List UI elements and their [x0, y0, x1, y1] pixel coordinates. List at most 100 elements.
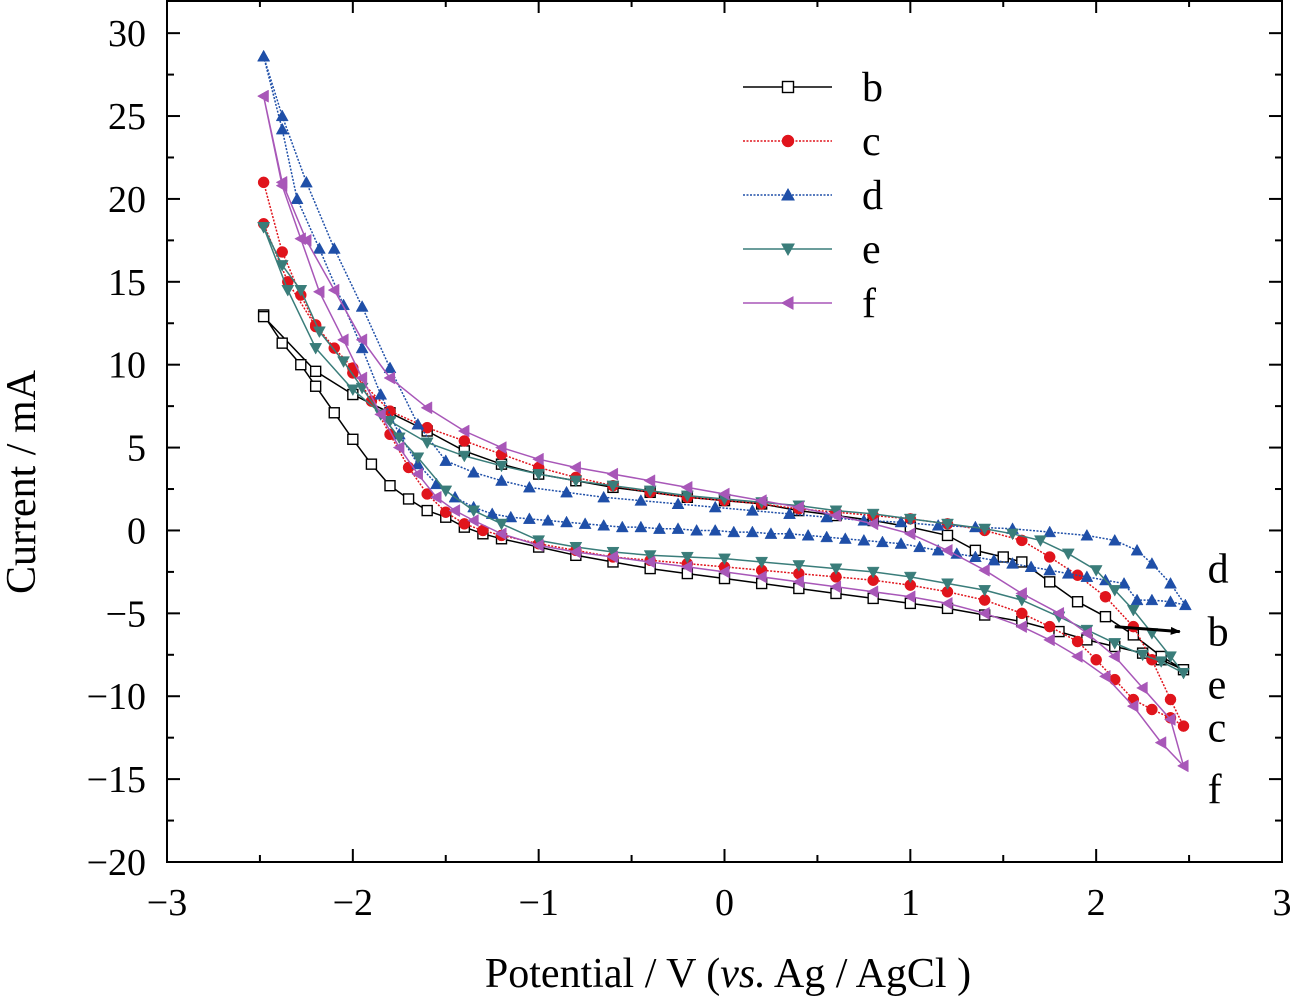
point-f: [374, 407, 386, 421]
point-e: [495, 460, 508, 473]
point-c: [1043, 620, 1056, 633]
point-b: [1099, 610, 1112, 623]
point-b: [309, 380, 322, 392]
point-b: [328, 407, 340, 419]
point-d: [708, 500, 722, 513]
point-d: [467, 465, 481, 478]
point-d: [1130, 593, 1144, 606]
point-f: [717, 565, 730, 579]
point-d: [541, 514, 555, 526]
point-c: [1016, 534, 1028, 547]
x-axis-title: Potential / V (vs. Ag / AgCl ): [485, 951, 971, 997]
point-e: [420, 437, 434, 450]
curve-label-c: c: [1208, 706, 1227, 752]
point-f: [1015, 587, 1027, 600]
point-f: [755, 570, 767, 584]
point-c: [1090, 654, 1102, 666]
y-tick-label: −20: [87, 842, 146, 884]
point-f: [457, 424, 470, 438]
point-e: [1126, 604, 1140, 617]
point-f: [494, 527, 507, 541]
point-b: [421, 504, 433, 517]
point-d: [838, 532, 852, 544]
x-tick-label: 0: [715, 882, 734, 924]
point-d: [894, 515, 908, 528]
point-d: [522, 512, 536, 524]
legend-label-b: b: [862, 65, 883, 111]
point-b: [941, 529, 954, 542]
legend-marker-c: [781, 134, 795, 148]
point-f: [1098, 669, 1111, 683]
point-b: [997, 551, 1009, 563]
point-f: [940, 543, 953, 557]
point-c: [1109, 673, 1121, 686]
point-e: [978, 523, 992, 536]
point-f: [429, 490, 442, 504]
plot-area-border: [166, 0, 1283, 863]
point-f: [569, 545, 581, 559]
point-d: [411, 417, 425, 430]
point-f: [606, 467, 619, 481]
legend-label-e: e: [862, 227, 881, 273]
x-tick-label: −3: [147, 882, 187, 924]
point-c: [421, 488, 433, 500]
point-e: [1089, 565, 1103, 577]
legend-marker-e: [780, 243, 796, 257]
point-f: [606, 550, 619, 564]
point-f: [866, 585, 879, 599]
point-e: [643, 550, 657, 562]
point-f: [337, 333, 349, 347]
point-f: [680, 560, 693, 574]
point-c: [1016, 607, 1028, 620]
curve-label-d: d: [1208, 547, 1229, 593]
point-d: [439, 454, 453, 466]
point-f: [643, 555, 656, 569]
point-f: [1154, 736, 1167, 750]
y-tick-label: −10: [87, 676, 146, 718]
y-tick-label: 25: [108, 96, 146, 138]
point-f: [829, 509, 842, 522]
y-tick-label: 20: [108, 179, 146, 221]
x-tick-label: 2: [1087, 882, 1106, 924]
point-d: [634, 494, 648, 506]
point-d: [355, 300, 369, 312]
point-d: [257, 49, 271, 62]
series-f: [257, 89, 1189, 773]
y-tick-label: 30: [108, 13, 146, 55]
point-d: [1080, 528, 1094, 541]
y-tick-label: 15: [108, 262, 146, 304]
point-b: [309, 365, 322, 378]
point-c: [1146, 703, 1158, 716]
point-c: [1099, 591, 1112, 603]
point-f: [792, 575, 804, 589]
point-c: [257, 176, 270, 189]
point-d: [783, 527, 796, 539]
point-e: [457, 450, 471, 463]
point-d: [615, 520, 629, 533]
point-d: [894, 537, 908, 549]
point-e: [1177, 667, 1190, 680]
point-f: [569, 461, 581, 474]
point-f: [1126, 699, 1139, 713]
point-d: [299, 175, 313, 188]
point-d: [327, 242, 341, 254]
point-b: [365, 458, 378, 470]
point-f: [448, 504, 461, 517]
point-d: [745, 504, 759, 516]
point-d: [931, 543, 945, 556]
x-tick-label: −2: [333, 882, 373, 924]
point-f: [1071, 650, 1083, 663]
curve-b-arrow: [1114, 625, 1181, 635]
series-e: [257, 222, 1190, 680]
point-e: [439, 485, 453, 498]
legend-marker-f: [780, 295, 794, 311]
point-f: [903, 590, 916, 604]
point-f: [355, 333, 368, 347]
point-d: [820, 510, 834, 523]
x-axis-title-italic: vs.: [720, 951, 766, 997]
point-e: [257, 222, 271, 234]
point-e: [411, 452, 425, 465]
y-tick-label: −5: [106, 593, 146, 635]
